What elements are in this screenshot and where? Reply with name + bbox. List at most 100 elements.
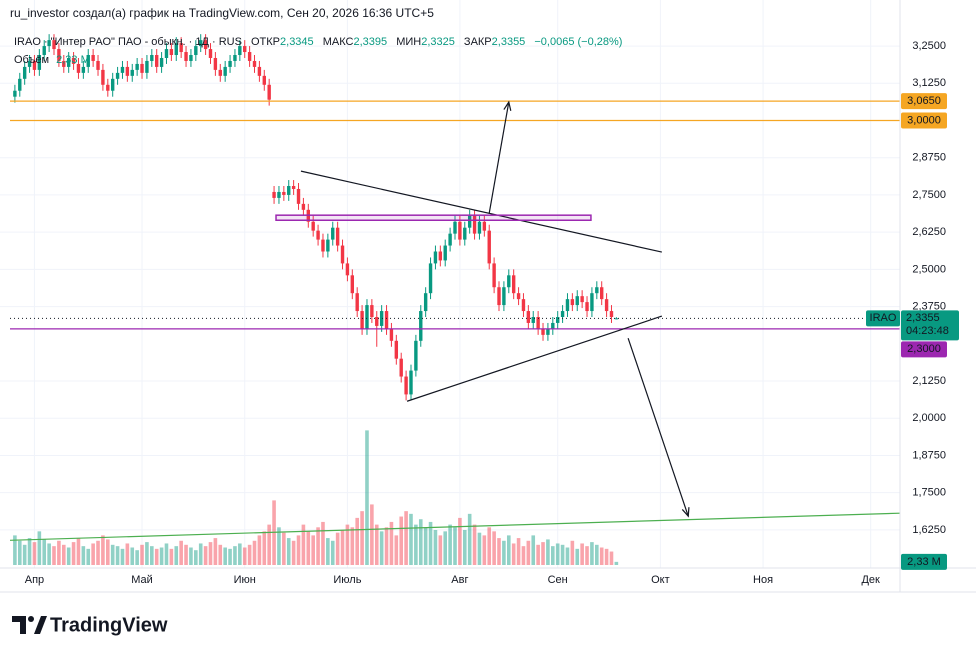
candle-body	[580, 296, 584, 303]
y-tick-label: 1,6250	[912, 524, 946, 536]
volume-bar	[604, 548, 609, 565]
volume-bar	[580, 543, 584, 565]
y-tick-label: 1,8750	[912, 449, 946, 461]
volume-bar	[86, 548, 91, 565]
volume-bar	[179, 540, 183, 565]
volume-bar	[345, 524, 350, 565]
x-tick-label: Сен	[548, 574, 568, 586]
volume-bar	[47, 543, 51, 565]
volume-bar	[409, 513, 413, 565]
candle-body	[604, 299, 609, 312]
volume-bar	[575, 548, 580, 565]
candle-body	[331, 227, 335, 240]
candle-body	[223, 66, 227, 76]
candle-body	[179, 43, 183, 53]
candle-body	[238, 46, 242, 56]
volume-bar	[154, 548, 159, 565]
volume-bar	[516, 538, 521, 565]
candle-body	[228, 60, 232, 67]
volume-bar	[37, 531, 42, 565]
volume-bar	[291, 540, 296, 565]
candle-body	[76, 63, 81, 73]
x-tick-label: Окт	[651, 574, 670, 586]
volume-bar	[506, 535, 511, 565]
ohlc-label: ОТКР	[251, 36, 280, 48]
candle-body	[155, 55, 159, 67]
volume-bar	[560, 544, 565, 565]
ohlc-value: 2,3395	[353, 36, 387, 48]
candle-body	[174, 43, 178, 56]
candle-body	[521, 299, 526, 312]
candle-body	[511, 275, 516, 294]
volume-bar	[326, 538, 330, 565]
drawing-line	[406, 315, 663, 402]
candle-body	[169, 49, 174, 56]
x-tick-label: Апр	[25, 574, 44, 586]
volume-bar	[194, 550, 198, 565]
candle-body	[321, 239, 325, 252]
candle-body	[492, 263, 496, 288]
volume-bar	[145, 542, 149, 565]
volume-bar	[399, 516, 404, 565]
candle-body	[394, 340, 399, 359]
y-tick-label: 2,1250	[912, 375, 946, 387]
ohlc-value: 2,3355	[492, 36, 526, 48]
volume-bar	[203, 546, 208, 565]
volume-bar	[96, 540, 100, 565]
countdown: 04:23:48	[906, 325, 949, 337]
candle-body	[438, 251, 443, 261]
drawing-arrow	[488, 101, 510, 214]
volume-bar	[531, 535, 536, 565]
volume-bar	[238, 543, 242, 565]
change: −0,0065 (−0,28%)	[534, 36, 622, 48]
volume-bar	[438, 535, 443, 565]
volume-bar	[389, 521, 394, 565]
last-price-label: 2,3355	[906, 312, 940, 324]
candle-body	[316, 230, 320, 240]
candle-body	[546, 328, 550, 335]
volume-bar	[106, 539, 110, 565]
volume-bar	[360, 511, 364, 565]
candle-body	[42, 46, 46, 56]
candle-body	[145, 60, 149, 73]
volume-bar	[394, 535, 399, 565]
volume-bar	[277, 527, 281, 565]
volume-bar	[316, 527, 320, 565]
candle-body	[120, 66, 125, 73]
candle-body	[614, 318, 619, 320]
volume-bar	[458, 517, 462, 565]
volume-bar	[585, 546, 589, 565]
candle-body	[208, 49, 213, 58]
candle-body	[164, 49, 169, 58]
drawing-line	[300, 170, 662, 253]
ohlc-value: 2,3345	[280, 36, 314, 48]
volume-bar	[159, 547, 164, 565]
y-tick-label: 3,2500	[912, 40, 946, 52]
level-label-bg	[901, 112, 947, 129]
volume-bar	[306, 531, 311, 565]
candle-body	[443, 245, 447, 261]
candle-body	[213, 57, 218, 70]
volume-bar	[370, 504, 374, 565]
candle-body	[296, 188, 301, 204]
candle-body	[37, 55, 42, 70]
drawing-rect	[275, 214, 592, 221]
candle-body	[453, 221, 457, 234]
volume-bar	[223, 547, 227, 565]
volume-bar	[189, 547, 193, 565]
volume-bar	[150, 546, 154, 565]
candle-body	[22, 66, 27, 79]
candle-body	[125, 66, 130, 76]
candle-body	[130, 69, 134, 76]
x-tick-label: Июль	[333, 574, 361, 586]
volume-bar	[135, 550, 139, 565]
volume-bar	[511, 543, 516, 565]
volume-pane	[13, 430, 619, 565]
volume-bar	[91, 543, 95, 565]
volume-bar	[350, 527, 355, 565]
candle-body	[502, 287, 506, 306]
volume-bar	[233, 546, 237, 565]
volume-bar	[169, 548, 174, 565]
candle-body	[497, 287, 501, 306]
